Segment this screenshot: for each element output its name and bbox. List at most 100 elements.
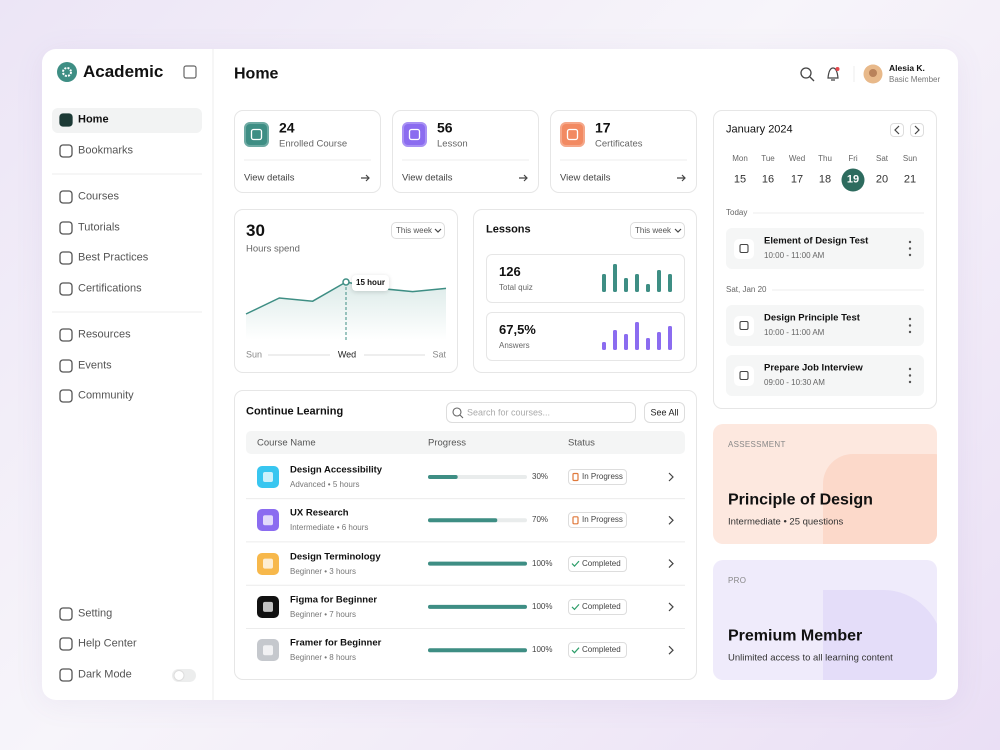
notification-button[interactable]	[824, 64, 844, 84]
lessons-title: Lessons	[486, 223, 531, 236]
promo-decoration	[823, 590, 937, 680]
status-label: Completed	[582, 558, 621, 568]
period-dropdown[interactable]	[630, 222, 685, 239]
nav-label[interactable]: Events	[78, 359, 112, 372]
tooltip-text: 15 hour	[356, 278, 385, 288]
event-title: Prepare Job Interview	[764, 362, 863, 374]
course-name: Design Terminology	[290, 550, 381, 562]
nav-label[interactable]: Bookmarks	[78, 144, 134, 157]
weekday-label: Tue	[761, 154, 775, 164]
event-icon	[734, 365, 754, 386]
dark-mode-toggle[interactable]	[172, 669, 196, 682]
weekday-label: Fri	[848, 154, 858, 164]
group-label: Today	[726, 208, 748, 218]
promo-tag: ASSESSMENT	[728, 440, 786, 450]
day-number[interactable]: 21	[903, 173, 917, 186]
hours-value: 30	[246, 220, 265, 240]
period-label: This week	[635, 225, 672, 235]
progress-label: 100%	[532, 558, 553, 568]
event-title: Design Principle Test	[764, 312, 860, 324]
lesson-label: Total quiz	[499, 283, 533, 293]
promo-subtitle: Unlimited access to all learning content	[728, 652, 893, 664]
stat-card	[392, 110, 539, 193]
weekday-label: Wed	[788, 154, 806, 164]
weekday-label: Sat	[875, 154, 889, 164]
progress-label: 100%	[532, 645, 553, 655]
x-label: Sun	[246, 349, 263, 360]
nav-item[interactable]	[52, 354, 202, 379]
see-all-label[interactable]: See All	[650, 407, 679, 418]
stat-value: 56	[437, 119, 453, 136]
weekday-label: Thu	[818, 154, 832, 164]
day-number[interactable]: 16	[761, 173, 775, 186]
stat-label: Certificates	[595, 138, 643, 150]
courses-title: Continue Learning	[246, 405, 344, 418]
view-details-link[interactable]: View details	[560, 172, 611, 184]
column-header: Status	[568, 436, 595, 448]
course-meta: Intermediate • 6 hours	[290, 523, 369, 533]
nav-label[interactable]: Courses	[78, 190, 119, 203]
event-card[interactable]	[726, 355, 924, 396]
nav-label[interactable]: Best Practices	[78, 251, 149, 264]
promo-card[interactable]	[713, 424, 937, 544]
period-dropdown[interactable]	[391, 222, 445, 239]
progress-label: 100%	[532, 602, 553, 612]
event-time: 10:00 - 11:00 AM	[764, 328, 825, 338]
event-time: 09:00 - 10:30 AM	[764, 378, 825, 388]
hours-label: Hours spend	[246, 243, 300, 255]
status-badge	[568, 642, 627, 659]
lesson-stat	[486, 254, 685, 303]
day-number[interactable]: 20	[875, 173, 889, 186]
user-name: Alesia K.	[889, 62, 925, 73]
nav-label[interactable]: Setting	[78, 607, 113, 620]
progress-label: 30%	[532, 472, 549, 482]
nav-item[interactable]	[52, 602, 202, 627]
event-card[interactable]	[726, 305, 924, 346]
status-badge	[568, 469, 627, 485]
see-all-button[interactable]	[644, 402, 685, 423]
status-label: Completed	[582, 645, 621, 655]
lesson-stat	[486, 312, 685, 361]
event-card[interactable]	[726, 228, 924, 269]
course-name: Framer for Beginner	[290, 637, 382, 649]
search-input[interactable]	[446, 402, 636, 423]
day-number[interactable]: 18	[818, 173, 832, 186]
stat-value: 24	[279, 119, 295, 136]
collapse-button[interactable]	[178, 60, 202, 84]
next-month-button[interactable]	[910, 123, 924, 137]
nav-label[interactable]: Help Center	[78, 637, 137, 650]
status-label: In Progress	[582, 515, 623, 525]
prev-month-button[interactable]	[890, 123, 904, 137]
day-number[interactable]: 19	[846, 173, 860, 186]
lesson-value: 126	[499, 264, 521, 280]
nav-label[interactable]: Certifications	[78, 282, 142, 295]
status-badge	[568, 598, 627, 615]
nav-label[interactable]: Tutorials	[78, 221, 120, 234]
nav-label[interactable]: Home	[78, 113, 109, 126]
event-icon	[734, 315, 754, 336]
lesson-value: 67,5%	[499, 322, 536, 338]
weekday-label: Sun	[902, 154, 918, 164]
view-details-link[interactable]: View details	[244, 172, 295, 184]
stat-icon	[402, 122, 427, 147]
nav-item[interactable]	[52, 185, 202, 210]
table-header	[246, 431, 685, 454]
course-icon	[257, 552, 279, 575]
nav-item[interactable]	[52, 107, 202, 133]
group-label: Sat, Jan 20	[726, 285, 767, 295]
course-icon	[257, 466, 279, 488]
nav-label[interactable]: Community	[78, 389, 134, 402]
nav-label[interactable]: Resources	[78, 328, 131, 341]
event-icon	[734, 238, 754, 259]
day-number[interactable]: 17	[790, 173, 804, 186]
search-button[interactable]	[798, 64, 818, 84]
promo-card[interactable]	[713, 560, 937, 680]
progress-label: 70%	[532, 515, 549, 525]
status-label: Completed	[582, 602, 621, 612]
view-details-link[interactable]: View details	[402, 172, 453, 184]
nav-item[interactable]	[52, 216, 202, 241]
nav-label[interactable]: Dark Mode	[78, 668, 132, 681]
day-number[interactable]: 15	[733, 173, 747, 186]
